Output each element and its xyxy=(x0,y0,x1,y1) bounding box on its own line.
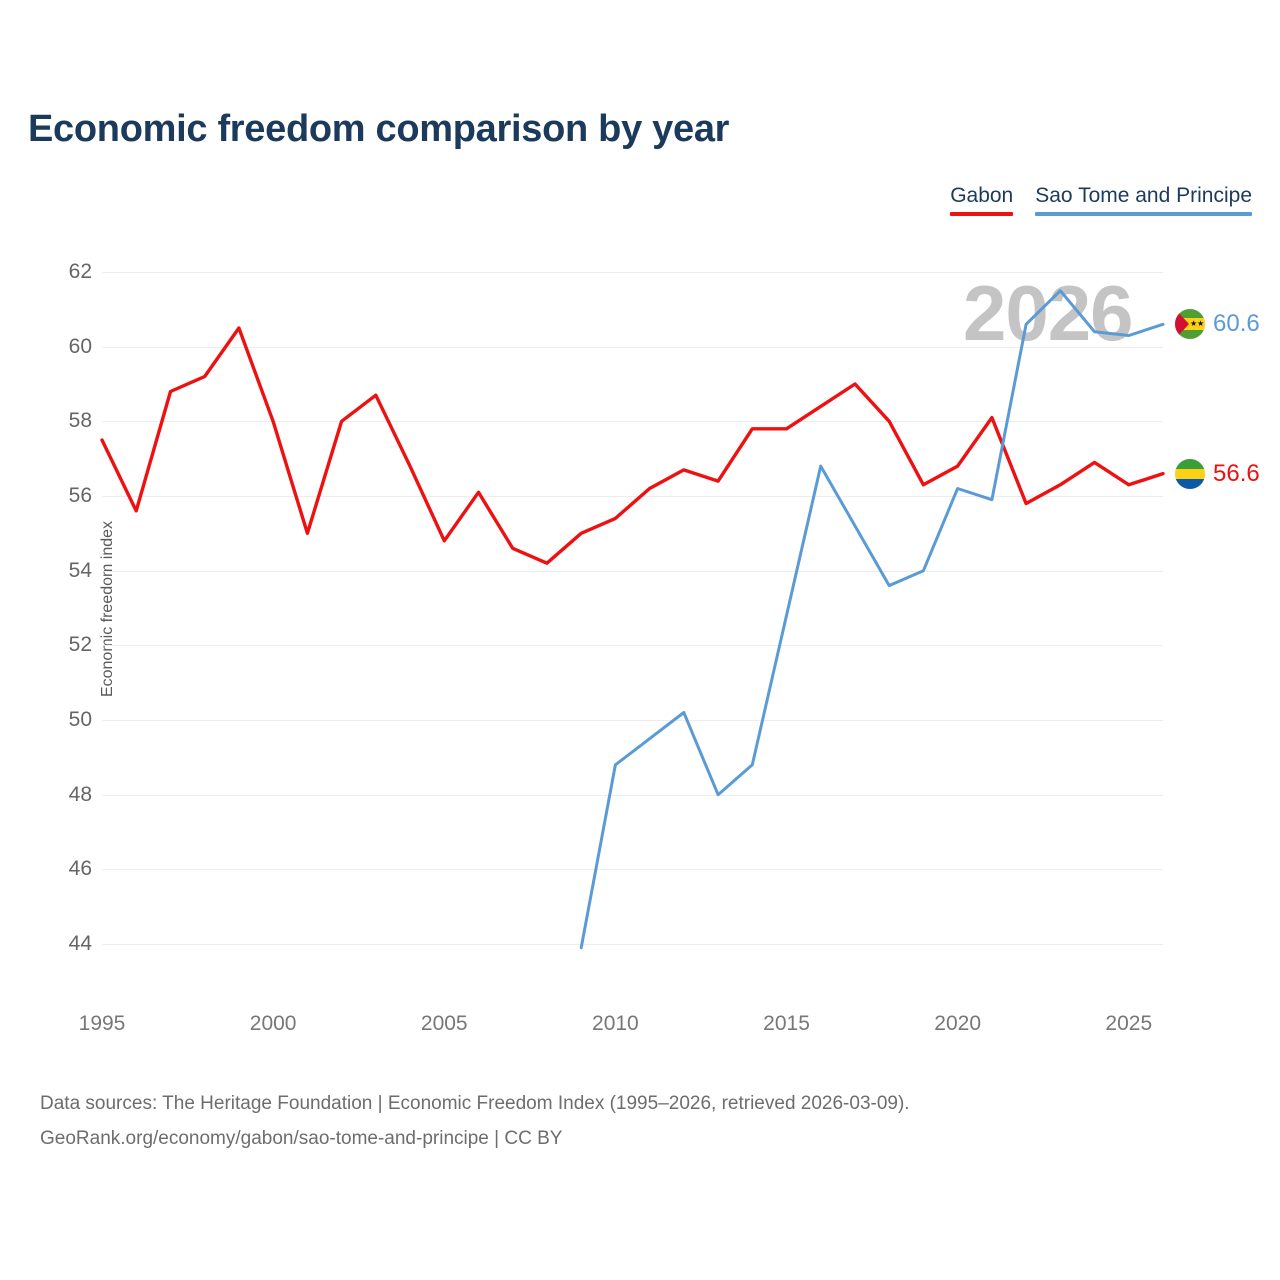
series-line-gabon xyxy=(100,326,1165,565)
legend-color-rule-sao-tome-and-principe xyxy=(1035,212,1252,217)
gridline xyxy=(102,421,1163,423)
chart-legend: Gabon Sao Tome and Principe xyxy=(950,184,1252,217)
y-axis-tick-label: 62 xyxy=(68,260,92,283)
gridline xyxy=(102,570,1163,572)
y-axis-tick-label: 46 xyxy=(68,857,92,881)
footer-attribution: Data sources: The Heritage Foundation | … xyxy=(40,1086,910,1156)
x-axis-tick-label: 2020 xyxy=(934,1012,981,1035)
gridline xyxy=(102,720,1163,721)
gridline xyxy=(102,645,1163,647)
year-watermark: 2026 xyxy=(963,269,1134,357)
legend-label-gabon: Gabon xyxy=(950,184,1014,207)
y-axis-tick-label: 44 xyxy=(68,932,92,955)
gridline xyxy=(102,272,1163,273)
footer-line-2: GeoRank.org/economy/gabon/sao-tome-and-p… xyxy=(40,1128,563,1150)
series-line-sao-tome-and-principe xyxy=(579,289,1165,950)
page-title: Economic freedom comparison by year xyxy=(28,108,730,150)
end-label-sao-tome-and-principe: ★ ★ 60.6 xyxy=(1175,309,1260,340)
x-axis-tick-label: 1995 xyxy=(78,1012,126,1035)
end-value-gabon: 56.6 xyxy=(1213,459,1260,487)
x-axis-tick-label: 2015 xyxy=(763,1012,810,1035)
gridline xyxy=(102,944,1163,945)
y-axis-tick-label: 60 xyxy=(68,334,92,358)
sao-tome-and-principe-flag-icon: ★ ★ xyxy=(1175,309,1205,340)
y-axis-tick-label: 52 xyxy=(68,633,92,657)
end-value-sao-tome-and-principe: 60.6 xyxy=(1213,310,1260,338)
legend-item-sao-tome-and-principe[interactable]: Sao Tome and Principe xyxy=(1035,184,1252,217)
legend-label-sao-tome-and-principe: Sao Tome and Principe xyxy=(1035,184,1252,207)
legend-color-rule-gabon xyxy=(950,212,1014,217)
y-axis-tick-label: 54 xyxy=(68,558,92,582)
x-axis-tick-label: 2025 xyxy=(1105,1012,1153,1035)
gridline xyxy=(102,794,1163,796)
x-axis-tick-label: 2000 xyxy=(249,1012,297,1035)
y-axis-tick-label: 48 xyxy=(68,782,92,806)
legend-item-gabon[interactable]: Gabon xyxy=(950,184,1014,217)
footer-line-1: Data sources: The Heritage Foundation | … xyxy=(40,1093,910,1114)
gridline xyxy=(102,346,1163,348)
gabon-flag-icon xyxy=(1175,458,1205,489)
end-label-gabon: 56.6 xyxy=(1175,458,1260,489)
x-axis-tick-label: 2010 xyxy=(592,1012,639,1035)
gridline xyxy=(102,869,1163,871)
y-axis-tick-label: 58 xyxy=(68,409,92,433)
y-axis-tick-label: 50 xyxy=(68,708,92,731)
gridline xyxy=(102,496,1163,497)
x-axis-tick-label: 2005 xyxy=(420,1012,468,1035)
y-axis-tick-label: 56 xyxy=(68,484,92,507)
